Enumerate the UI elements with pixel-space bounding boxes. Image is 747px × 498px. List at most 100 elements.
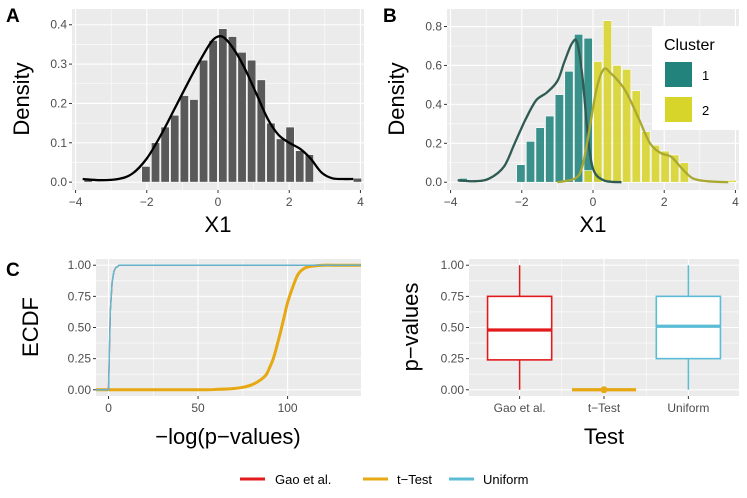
legend-label-uniform: Uniform (483, 472, 529, 487)
panel-b-density-cluster-2 (557, 67, 729, 184)
panel-a-histogram: −4 −2 0 2 4 0.0 0.1 0.2 0.3 0.4 X1 Density (9, 9, 364, 237)
panel-b-bar-cluster-1 (574, 34, 584, 183)
panel-b-bar-cluster-1 (535, 127, 545, 183)
panel-b-bar-cluster-2 (727, 179, 737, 183)
panel-c-x-tick-label: 50 (191, 401, 205, 415)
panel-a-y-tick-label: 0.3 (50, 57, 67, 71)
panel-a-bar (208, 40, 218, 183)
panel-b-bar-cluster-2 (660, 150, 670, 183)
panel-b-bar-cluster-1 (525, 141, 536, 183)
panel-a-x-tick-label: 0 (215, 195, 222, 209)
panel-a-y-tick-label: 0.1 (50, 136, 67, 150)
panel-b-x-tick-label: 0 (590, 195, 597, 209)
panel-c-x-tick-label: 0 (105, 401, 112, 415)
panel-c-x-tick-label: 100 (278, 401, 298, 415)
panel-a-bar (256, 79, 266, 183)
panel-tag-b: B (383, 6, 397, 27)
panel-b-x-tick-label: −2 (515, 195, 529, 209)
panel-a-x-axis-title: X1 (205, 212, 232, 237)
panel-d-y-tick-label: 0.00 (441, 383, 465, 397)
panel-a-bar (352, 177, 362, 183)
panel-a-bar (227, 36, 237, 183)
panel-d-y-tick-label: 1.00 (441, 258, 465, 272)
panel-d-y-axis-title: p−values (398, 283, 423, 372)
bottom-legend: Gao et al. t−Test Uniform (240, 472, 529, 487)
panel-b-bar-cluster-1 (545, 115, 555, 183)
panel-b-bar-cluster-2 (583, 170, 593, 183)
panel-a-bar (179, 95, 189, 183)
panel-b-bar-cluster-2 (670, 154, 680, 183)
panel-a-y-tick-label: 0.0 (50, 175, 67, 189)
panel-b-legend-title: Cluster (664, 37, 715, 54)
panel-a-x-tick-label: 4 (357, 195, 364, 209)
panel-b-y-tick-label: 0.2 (425, 136, 442, 150)
panel-a-bar (189, 99, 199, 183)
panel-d-x-axis-title: Test (584, 424, 624, 449)
panel-d-box-gaoetal (486, 295, 553, 361)
panel-a-bar (199, 59, 209, 183)
panel-b-bar-cluster-1 (564, 70, 574, 183)
panel-d-x-tick-label: Gao et al. (494, 401, 546, 415)
panel-b-density-cluster-1 (457, 38, 622, 184)
panel-a-y-tick-label: 0.2 (50, 96, 67, 110)
panel-a-bar (237, 51, 247, 183)
panel-b-y-tick-label: 0.4 (425, 97, 442, 111)
panel-a-bar (218, 28, 228, 183)
panel-b-legend-label-2: 2 (702, 103, 709, 118)
panel-c-y-tick-label: 0.25 (68, 352, 92, 366)
panel-a-bar (170, 114, 180, 183)
panel-b-bar-cluster-2 (650, 144, 661, 183)
panel-d-y-tick-label: 0.50 (441, 321, 465, 335)
panel-b-x-axis-title: X1 (580, 212, 607, 237)
panel-c-y-axis-title: ECDF (18, 297, 43, 357)
panel-b-bar-cluster-2 (641, 131, 651, 183)
panel-tag-a: A (6, 6, 20, 27)
panel-c-ecdf: 0 50 100 0.00 0.25 0.50 0.75 1.00 −log(p−value… (18, 258, 361, 449)
panel-c-ecdf-line-ttest (96, 263, 361, 392)
panel-a-bar (247, 59, 257, 183)
panel-b-bar-cluster-1 (516, 164, 526, 183)
panel-a-x-tick-label: −4 (69, 195, 83, 209)
panel-d-y-tick-label: 0.75 (441, 289, 465, 303)
panel-c-ecdf-line-uniform (96, 264, 361, 391)
panel-d-x-tick-label: Uniform (667, 401, 709, 415)
panel-b-bar-cluster-2 (593, 61, 603, 183)
panel-a-bar (275, 138, 286, 183)
panel-b-y-axis-title: Density (384, 62, 409, 135)
panel-a-bar (285, 126, 295, 183)
legend-label-ttest: t−Test (397, 472, 432, 487)
panel-c-y-tick-label: 0.75 (68, 289, 92, 303)
panel-a-bar (266, 122, 276, 183)
panel-b-legend-swatch-1 (665, 62, 692, 87)
panel-d-boxplot: Gao et al. t−Test Uniform 0.00 0.25 0.50 0.75… (398, 258, 739, 449)
panel-a-density-curve (82, 35, 354, 182)
panel-b-bar-cluster-2 (622, 69, 632, 183)
panel-a-y-tick-label: 0.4 (50, 18, 67, 32)
panel-c-y-tick-label: 0.00 (68, 383, 92, 397)
panel-b-y-tick-label: 0.0 (425, 175, 442, 189)
panel-c-y-tick-label: 1.00 (68, 258, 92, 272)
panel-a-x-tick-label: −2 (140, 195, 154, 209)
panel-b-x-tick-label: 4 (732, 195, 739, 209)
panel-b-bar-cluster-2 (602, 20, 612, 183)
panel-b-x-tick-label: −4 (444, 195, 458, 209)
panel-b-bar-cluster-1 (554, 94, 564, 183)
panel-a-bar (304, 154, 314, 183)
panel-b-legend-swatch-2 (665, 97, 692, 122)
panel-a-y-axis-title: Density (9, 62, 34, 135)
panel-b-legend-label-1: 1 (702, 68, 709, 83)
panel-b-histogram: −4 −2 0 2 4 0.0 0.2 0.4 0.6 0.8 X1 Density Clust… (384, 9, 742, 237)
panel-tag-c: C (6, 260, 20, 281)
panel-b-y-tick-label: 0.6 (425, 58, 442, 72)
panel-c-x-axis-title: −log(p−values) (155, 424, 301, 449)
panel-d-outlier-ttest (600, 386, 608, 394)
panel-a-x-tick-label: 2 (286, 195, 293, 209)
legend-label-gao: Gao et al. (275, 472, 331, 487)
panel-d-x-tick-label: t−Test (588, 401, 621, 415)
panel-c-y-tick-label: 0.50 (68, 321, 92, 335)
panel-d-y-tick-label: 0.25 (441, 352, 465, 366)
panel-a-bar (160, 126, 170, 183)
panel-b-bar-cluster-2 (631, 90, 641, 183)
panel-a-bar (295, 150, 305, 183)
